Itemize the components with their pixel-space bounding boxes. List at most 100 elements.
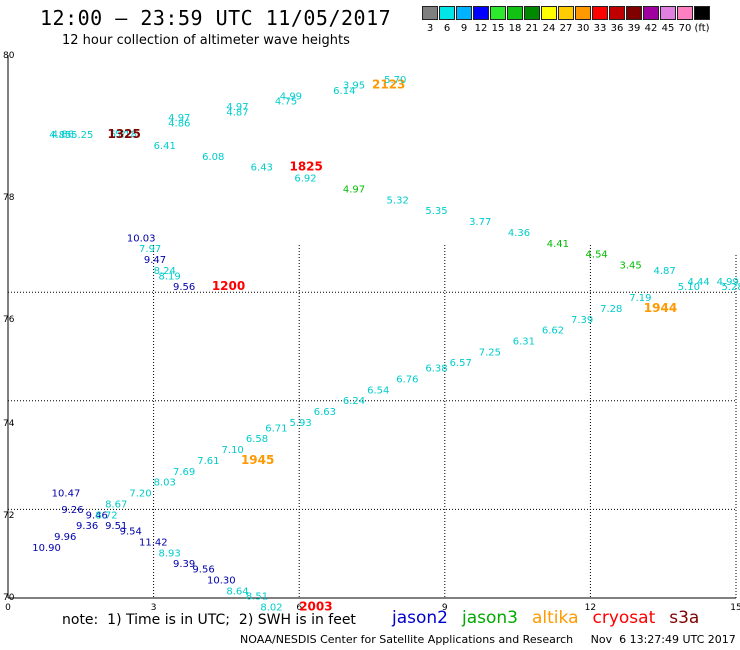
wave-height-value: 7.19 — [629, 293, 651, 304]
wave-height-value: 4.97 — [168, 113, 190, 124]
scale-label: 70 — [678, 23, 692, 34]
scale-label: 36 — [610, 23, 624, 34]
wave-height-value: 3.77 — [469, 217, 491, 228]
x-tick-label: 9 — [442, 603, 448, 613]
x-tick-label: 0 — [5, 603, 11, 613]
wave-height-value: 6.31 — [513, 337, 535, 348]
scale-swatch — [524, 6, 540, 20]
wave-height-value: 10.90 — [32, 543, 61, 554]
pass-time-label: 1325 — [107, 127, 140, 141]
wave-height-value: 5.93 — [289, 418, 311, 429]
scale-swatch — [473, 6, 489, 20]
scale-label: 9 — [460, 23, 468, 34]
wave-height-value: 11.42 — [139, 537, 168, 548]
wave-height-value: 5.32 — [387, 195, 409, 206]
wave-height-value: 8.64 — [226, 586, 248, 597]
page-subtitle: 12 hour collection of altimeter wave hei… — [62, 33, 350, 48]
wave-height-value: 6.63 — [314, 407, 336, 418]
wave-height-value: 9.56 — [192, 565, 214, 576]
pass-time-label: 1825 — [289, 160, 322, 174]
wave-height-value: 6.54 — [367, 385, 389, 396]
wave-height-value: 6.71 — [265, 423, 287, 434]
satellite-legend-altika: altika — [532, 608, 579, 628]
wave-height-value: 9.56 — [173, 282, 195, 293]
wave-height-value: 4.99 — [717, 277, 739, 288]
scale-label: 27 — [559, 23, 573, 34]
wave-height-value: 7.39 — [571, 315, 593, 326]
x-tick-label: 6 — [296, 603, 302, 613]
footer-note: note: 1) Time is in UTC; 2) SWH is in fe… — [62, 612, 356, 628]
y-tick-label: 72 — [3, 511, 14, 521]
wave-height-value: 7.10 — [222, 445, 244, 456]
wave-height-value: 10.03 — [127, 233, 156, 244]
wave-height-value: 5.35 — [425, 206, 447, 217]
scale-label: 18 — [508, 23, 522, 34]
x-tick-label: 3 — [151, 603, 157, 613]
wave-height-value: 4.86 — [52, 129, 74, 140]
wave-height-value: 6.43 — [251, 163, 273, 174]
wave-height-value: 6.76 — [396, 375, 418, 386]
wave-height-value: 7.28 — [600, 304, 622, 315]
wave-height-value: 4.41 — [547, 239, 569, 250]
wave-height-value: 9.46 — [86, 510, 108, 521]
wave-height-value: 5.25 — [71, 130, 93, 141]
wave-height-value: 7.61 — [197, 456, 219, 467]
wave-height-value: 4.97 — [343, 184, 365, 195]
satellite-legend-cryosat: cryosat — [592, 608, 656, 628]
scale-swatch — [677, 6, 693, 20]
scale-swatch — [456, 6, 472, 20]
scale-label: 3 — [426, 23, 434, 34]
wave-height-value: 4.85 — [49, 130, 71, 141]
wave-height-value: 8.03 — [154, 478, 176, 489]
scale-label: 15 — [491, 23, 505, 34]
wave-height-value: 4.44 — [687, 277, 709, 288]
wave-height-value: 5.2 — [110, 129, 126, 140]
wave-height-value: 8.51 — [246, 592, 268, 603]
wave-height-value: 4.99 — [280, 91, 302, 102]
page-title: 12:00 – 23:59 UTC 11/05/2017 — [40, 6, 392, 30]
wave-height-value: 9.96 — [54, 532, 76, 543]
wave-height-value: 4.87 — [226, 108, 248, 119]
satellite-legend-s3a: s3a — [669, 608, 700, 628]
wave-height-value: 6.62 — [542, 326, 564, 337]
scale-swatch — [507, 6, 523, 20]
y-tick-label: 80 — [3, 51, 15, 61]
wave-height-value: 6.92 — [294, 174, 316, 185]
wave-height-value: 4.86 — [168, 118, 190, 129]
scale-swatch — [694, 6, 710, 20]
y-tick-label: 74 — [3, 419, 15, 429]
wave-height-value: 8.67 — [105, 499, 127, 510]
scale-label: 39 — [627, 23, 641, 34]
wave-height-value: 5.18 — [115, 129, 137, 140]
wave-height-value: 9.51 — [105, 521, 127, 532]
wave-height-value: 7.97 — [139, 244, 161, 255]
wave-height-value: 7.25 — [479, 347, 501, 358]
wave-height-value: 4.54 — [586, 250, 608, 261]
wave-height-value: 6.24 — [343, 396, 365, 407]
wave-height-value: 3.45 — [620, 260, 642, 271]
y-tick-label: 76 — [3, 315, 15, 325]
wave-height-value: 10.30 — [207, 575, 236, 586]
wave-height-value: 7.69 — [173, 467, 195, 478]
scale-label: (ft) — [694, 23, 710, 34]
x-tick-label: 15 — [730, 603, 740, 613]
wave-height-value: 8.19 — [158, 271, 180, 282]
scale-swatch — [626, 6, 642, 20]
scale-swatch — [575, 6, 591, 20]
scale-swatch — [660, 6, 676, 20]
pass-time-label: 1944 — [644, 301, 677, 315]
scale-label: 6 — [443, 23, 451, 34]
scale-swatch — [439, 6, 455, 20]
pass-time-label: 2003 — [299, 600, 332, 614]
wave-height-value: 10.47 — [52, 489, 81, 500]
wave-height-value: 9.26 — [61, 505, 83, 516]
satellite-legend-jason2: jason2 — [392, 608, 448, 628]
scale-label: 30 — [576, 23, 590, 34]
satellite-legend: jason2 jason3 altika cryosat s3a — [392, 608, 713, 628]
wave-height-value: 6.08 — [202, 152, 224, 163]
wave-height-value: 9.39 — [173, 559, 195, 570]
wave-height-value: 3.95 — [343, 80, 365, 91]
wave-height-value: 5.28 — [721, 282, 740, 293]
wave-height-value: 6.58 — [246, 434, 268, 445]
